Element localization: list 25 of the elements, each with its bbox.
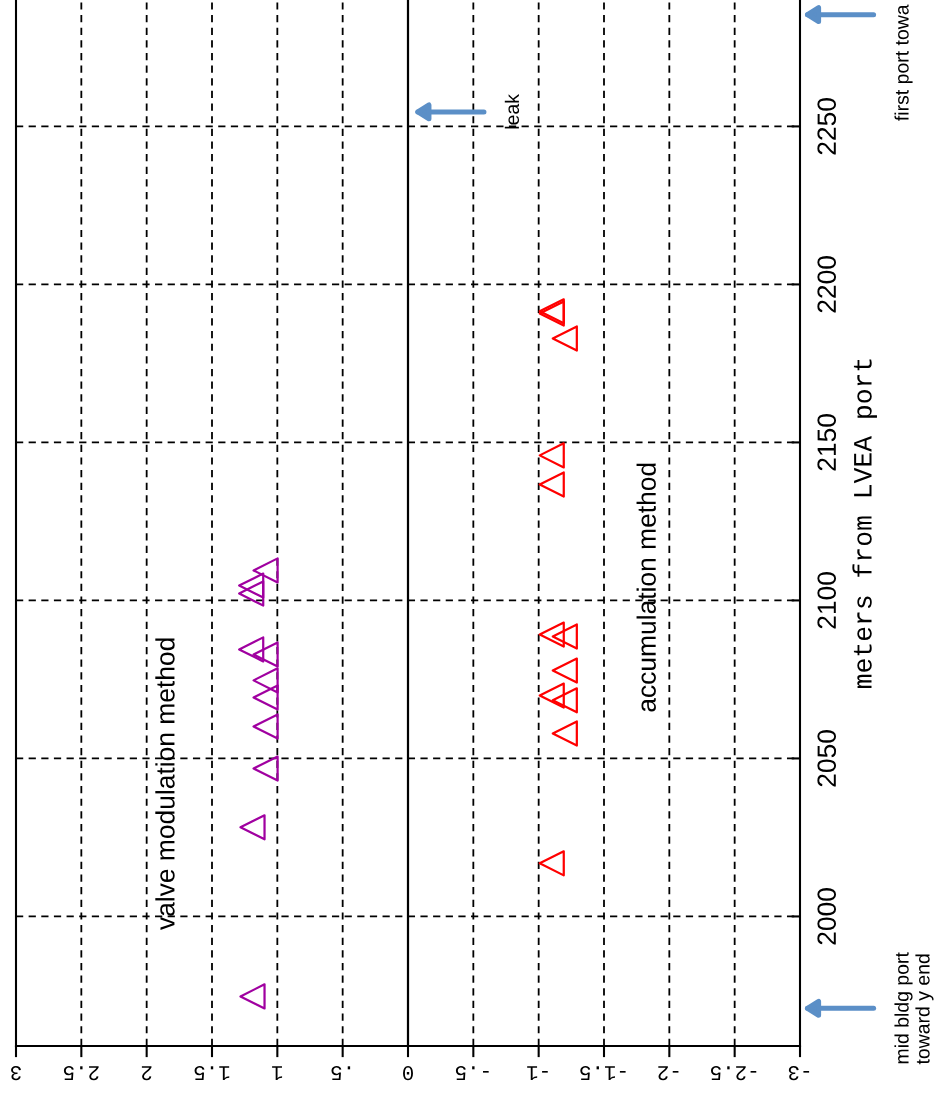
y-axis-title: meters from LVEA port xyxy=(852,359,877,689)
x-tick-label: 3 xyxy=(11,1066,21,1081)
annotation: leak xyxy=(504,94,520,129)
y-tick-label: 2150 xyxy=(817,414,837,471)
y-tick-label: 2250 xyxy=(817,98,837,155)
x-tick-label: 2.5 xyxy=(63,1066,99,1081)
x-tick-label: -2 xyxy=(658,1066,679,1081)
x-tick-label: 2 xyxy=(141,1066,152,1081)
text: valve modulation method xyxy=(155,638,175,930)
x-tick-label: -3 xyxy=(788,1066,810,1081)
x-tick-label: 0 xyxy=(403,1066,413,1081)
x-tick-label: .5 xyxy=(331,1066,351,1081)
x-tick-label: -1 xyxy=(527,1066,548,1081)
x-tick-label: 1.5 xyxy=(194,1066,230,1081)
x-tick-label: -1.5 xyxy=(580,1066,626,1081)
y-tick-label: 2050 xyxy=(817,730,837,787)
text: mid bldg port toward y end xyxy=(894,952,934,1065)
text: first port towa xyxy=(894,4,913,121)
text: accumulation method xyxy=(636,463,656,712)
x-tick-label: -.5 xyxy=(455,1066,489,1081)
y-tick-label: 2000 xyxy=(817,888,837,945)
y-tick-label: 2100 xyxy=(817,572,837,629)
y-tick-label: 2200 xyxy=(817,256,837,313)
x-tick-label: 1 xyxy=(272,1066,283,1081)
x-tick-label: -2.5 xyxy=(710,1066,757,1081)
